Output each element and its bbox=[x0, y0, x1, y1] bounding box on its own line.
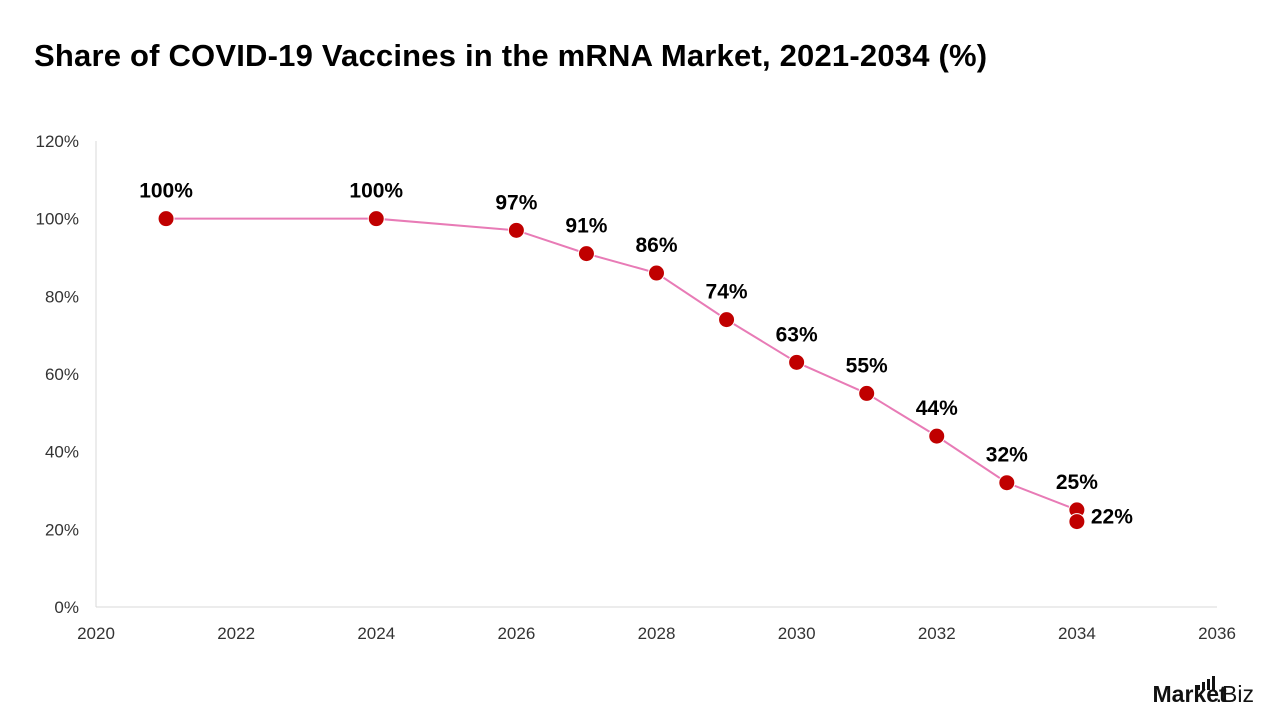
logo-text-biz: .Biz bbox=[1215, 681, 1254, 707]
data-point bbox=[928, 427, 946, 445]
data-point bbox=[718, 311, 736, 329]
y-tick-label: 100% bbox=[36, 210, 79, 229]
data-label: 100% bbox=[349, 180, 403, 203]
y-tick-label: 20% bbox=[45, 520, 79, 539]
data-label: 22% bbox=[1091, 506, 1133, 529]
logo-bars-icon bbox=[1196, 676, 1215, 690]
x-tick-label: 2026 bbox=[497, 624, 535, 643]
data-label: 100% bbox=[139, 180, 193, 203]
data-point bbox=[507, 221, 525, 239]
data-point bbox=[648, 264, 665, 282]
x-tick-label: 2036 bbox=[1198, 624, 1236, 643]
data-label: 44% bbox=[916, 397, 958, 420]
data-label: 86% bbox=[635, 234, 677, 257]
data-point bbox=[577, 245, 595, 263]
series-line bbox=[166, 217, 1078, 522]
y-tick-label: 120% bbox=[36, 132, 79, 151]
axes bbox=[95, 141, 1217, 608]
data-point bbox=[1068, 513, 1086, 531]
marketbiz-logo: Market .Biz bbox=[1153, 676, 1254, 708]
x-tick-label: 2022 bbox=[217, 624, 255, 643]
data-point bbox=[157, 210, 175, 228]
data-markers bbox=[157, 210, 1086, 531]
data-labels: 100% 100% 97% 91% 86% 74% 63% 55% 44% 32% 25% 22% bbox=[139, 180, 1133, 529]
x-tick-label: 2028 bbox=[638, 624, 676, 643]
data-label: 25% bbox=[1056, 471, 1098, 494]
data-label: 91% bbox=[565, 215, 607, 238]
data-label: 97% bbox=[495, 191, 537, 214]
data-point bbox=[858, 384, 876, 402]
data-point bbox=[788, 353, 806, 371]
data-point bbox=[367, 210, 385, 228]
data-label: 74% bbox=[706, 281, 748, 304]
x-tick-label: 2032 bbox=[918, 624, 956, 643]
x-tick-label: 2030 bbox=[778, 624, 816, 643]
data-point bbox=[998, 474, 1016, 492]
x-tick-label: 2034 bbox=[1058, 624, 1096, 643]
y-tick-label: 60% bbox=[45, 365, 79, 384]
x-tick-label: 2024 bbox=[357, 624, 395, 643]
chart-title: Share of COVID-19 Vaccines in the mRNA M… bbox=[34, 38, 988, 73]
data-label: 63% bbox=[776, 323, 818, 346]
axis-ticks: 2020 2022 2024 2026 2028 2030 2032 2034 2036 0% 20… bbox=[36, 132, 1236, 643]
data-label: 55% bbox=[846, 354, 888, 377]
x-tick-label: 2020 bbox=[77, 624, 115, 643]
y-tick-label: 80% bbox=[45, 287, 79, 306]
y-tick-label: 0% bbox=[54, 598, 79, 617]
y-tick-label: 40% bbox=[45, 443, 79, 462]
data-label: 32% bbox=[986, 444, 1028, 467]
